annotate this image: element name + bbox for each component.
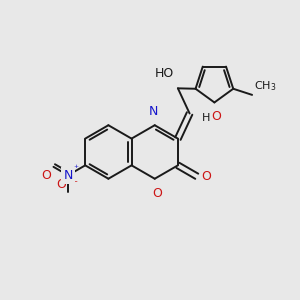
Text: O: O	[56, 178, 66, 191]
Text: $^+$: $^+$	[72, 163, 80, 172]
Text: O: O	[152, 187, 162, 200]
Text: N: N	[63, 169, 73, 182]
Text: HO: HO	[155, 68, 174, 80]
Text: CH$_3$: CH$_3$	[254, 79, 277, 93]
Text: $^-$: $^-$	[71, 178, 79, 187]
Text: O: O	[212, 110, 221, 123]
Text: H: H	[202, 113, 210, 123]
Text: O: O	[42, 169, 52, 182]
Text: O: O	[202, 170, 212, 183]
Text: N: N	[149, 105, 158, 118]
